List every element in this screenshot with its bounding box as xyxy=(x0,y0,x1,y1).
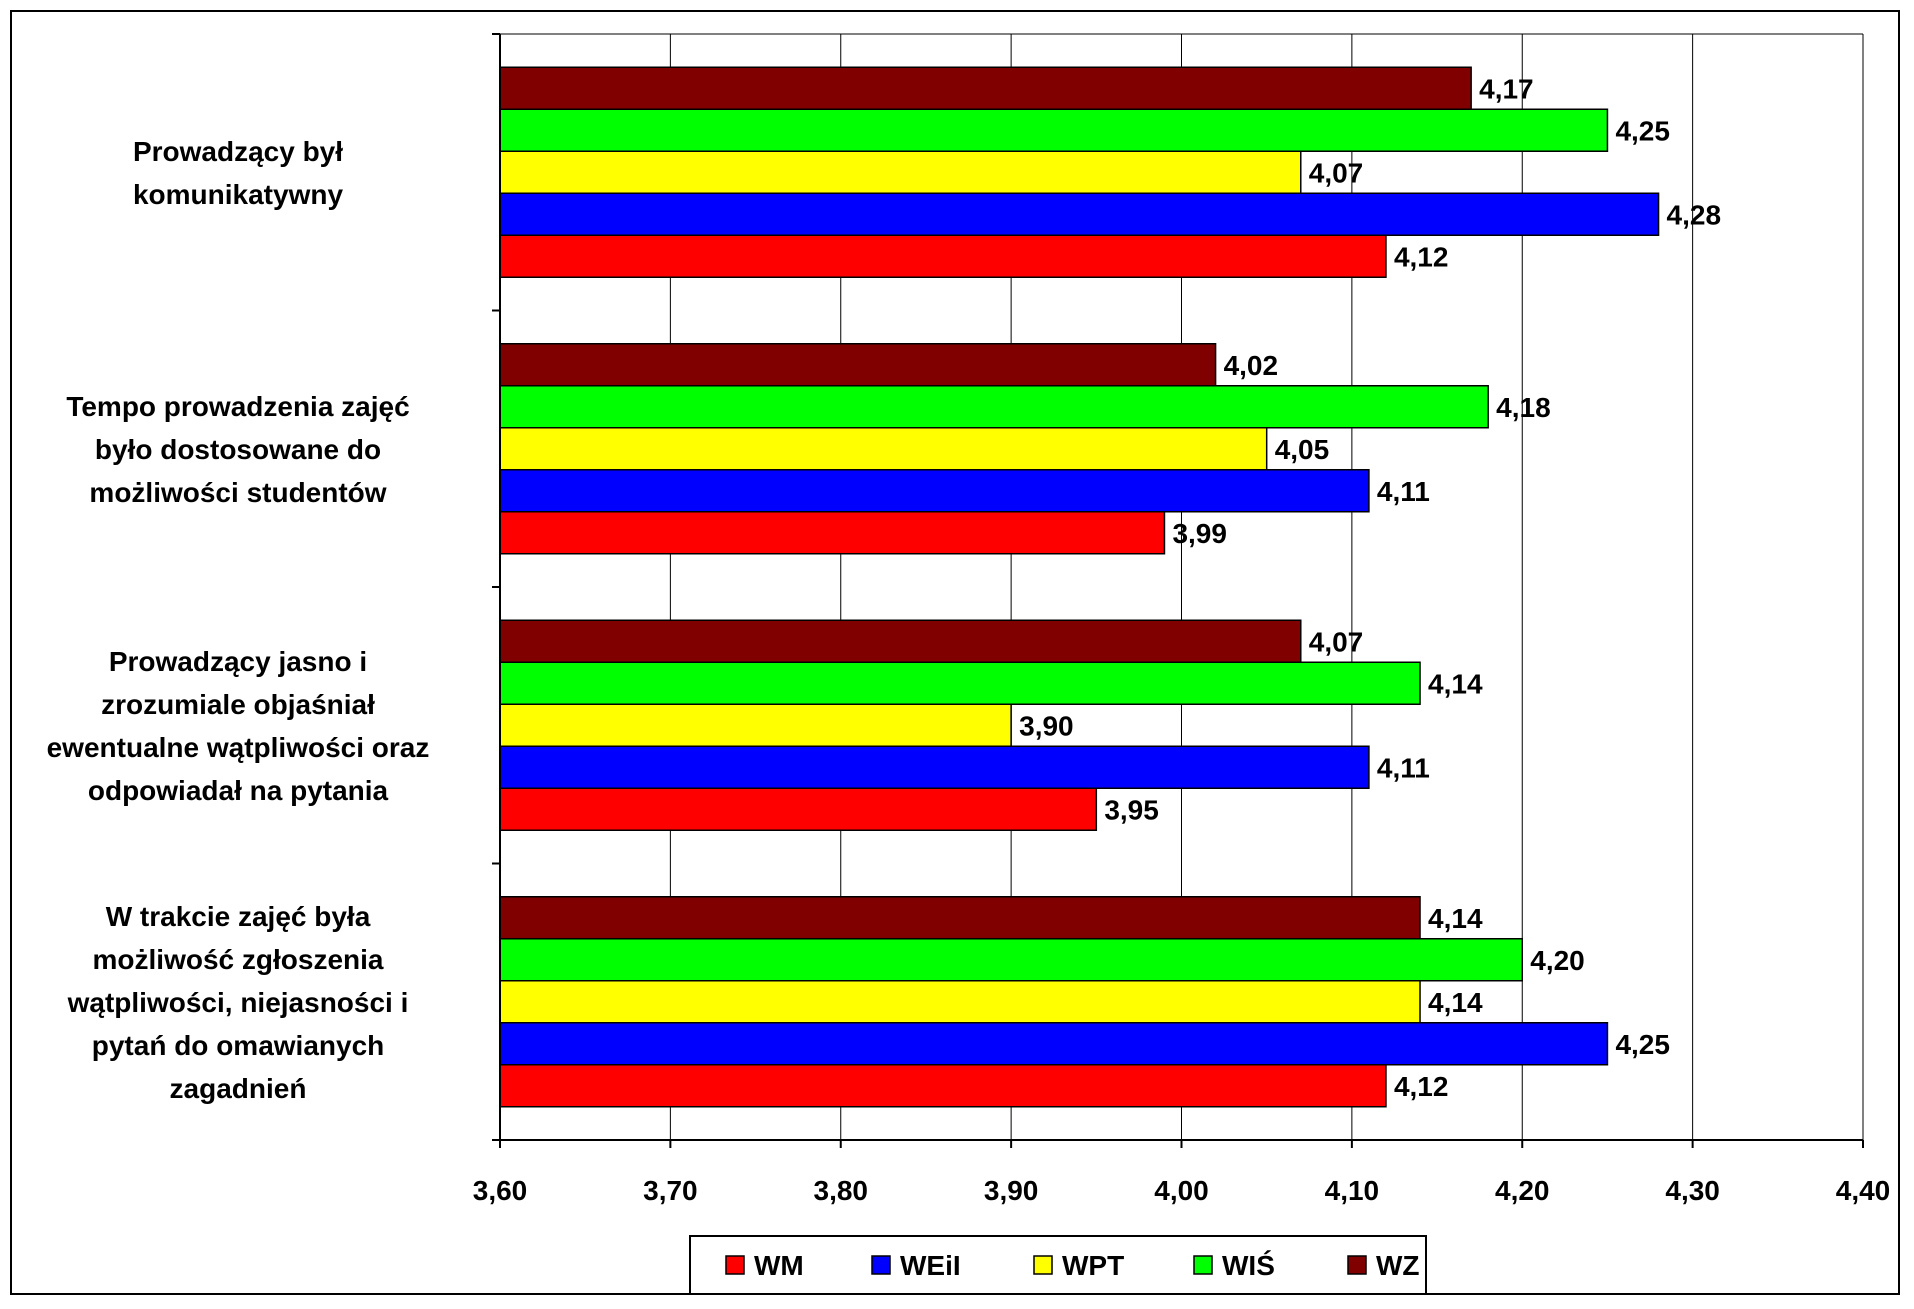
bar-wiś xyxy=(499,661,1421,705)
x-tick-label: 4,20 xyxy=(1495,1175,1550,1206)
x-tick-label: 3,70 xyxy=(643,1175,698,1206)
bar-wiś xyxy=(499,108,1609,152)
legend-swatch-weii xyxy=(871,1255,891,1275)
data-label: 4,14 xyxy=(1428,668,1483,699)
legend-swatch-wiś xyxy=(1193,1255,1213,1275)
data-label: 4,14 xyxy=(1428,903,1483,934)
data-label: 4,07 xyxy=(1309,157,1364,188)
bar-wz xyxy=(499,896,1421,940)
category-label: W trakcie zajęć była xyxy=(106,901,371,932)
bar-wpt xyxy=(499,150,1302,194)
bar-weii xyxy=(499,469,1370,513)
bar-wpt xyxy=(499,980,1421,1024)
legend-label: WEiI xyxy=(900,1250,961,1281)
bar-wm xyxy=(499,234,1387,278)
bar-wz xyxy=(499,66,1472,110)
bar-wm xyxy=(499,787,1098,831)
data-label: 4,20 xyxy=(1530,945,1585,976)
legend-swatch-wz xyxy=(1347,1255,1367,1275)
data-label: 4,12 xyxy=(1394,1071,1449,1102)
legend-box xyxy=(689,1235,1427,1295)
data-label: 4,18 xyxy=(1496,392,1551,423)
bar-wm xyxy=(499,1064,1387,1108)
data-label: 4,12 xyxy=(1394,241,1449,272)
x-tick-label: 4,30 xyxy=(1665,1175,1720,1206)
bar-wz xyxy=(499,619,1302,663)
data-label: 4,28 xyxy=(1667,199,1722,230)
category-label: możliwość zgłoszenia xyxy=(93,944,384,975)
data-label: 4,07 xyxy=(1309,626,1364,657)
data-label: 4,11 xyxy=(1377,752,1430,783)
legend-label: WPT xyxy=(1062,1250,1124,1281)
data-label: 3,95 xyxy=(1104,794,1159,825)
data-label: 3,99 xyxy=(1172,518,1227,549)
category-label: było dostosowane do xyxy=(95,434,381,465)
category-label: Prowadzący był xyxy=(133,136,343,167)
category-label: komunikatywny xyxy=(133,179,343,210)
legend-swatch-wpt xyxy=(1033,1255,1053,1275)
category-label: zagadnień xyxy=(170,1073,307,1104)
data-label: 4,02 xyxy=(1224,350,1279,381)
bar-weii xyxy=(499,192,1660,236)
category-label: możliwości studentów xyxy=(89,477,386,508)
data-label: 4,05 xyxy=(1275,434,1330,465)
data-label: 3,90 xyxy=(1019,710,1074,741)
category-label: pytań do omawianych xyxy=(92,1030,385,1061)
x-tick-label: 3,80 xyxy=(814,1175,869,1206)
category-label: ewentualne wątpliwości oraz xyxy=(47,732,430,763)
category-label: zrozumiale objaśniał xyxy=(101,689,375,720)
bar-wpt xyxy=(499,427,1268,471)
x-tick-label: 3,60 xyxy=(473,1175,528,1206)
data-label: 4,25 xyxy=(1615,1029,1670,1060)
data-label: 4,17 xyxy=(1479,73,1534,104)
bar-wm xyxy=(499,511,1166,555)
data-label: 4,14 xyxy=(1428,987,1483,1018)
bar-wiś xyxy=(499,385,1489,429)
data-label: 4,25 xyxy=(1615,115,1670,146)
category-label: odpowiadał na pytania xyxy=(88,775,389,806)
legend-label: WM xyxy=(754,1250,804,1281)
legend-label: WZ xyxy=(1376,1250,1420,1281)
data-label: 4,11 xyxy=(1377,476,1430,507)
x-tick-label: 3,90 xyxy=(984,1175,1039,1206)
legend-swatch-wm xyxy=(725,1255,745,1275)
bar-wpt xyxy=(499,703,1012,747)
x-tick-label: 4,10 xyxy=(1325,1175,1380,1206)
legend-label: WIŚ xyxy=(1222,1250,1275,1281)
category-label: wątpliwości, niejasności i xyxy=(67,987,409,1018)
category-label: Prowadzący jasno i xyxy=(109,646,367,677)
bar-weii xyxy=(499,1022,1609,1066)
x-tick-label: 4,00 xyxy=(1154,1175,1209,1206)
x-tick-label: 4,40 xyxy=(1836,1175,1891,1206)
bar-wz xyxy=(499,343,1217,387)
bar-weii xyxy=(499,745,1370,789)
category-label: Tempo prowadzenia zajęć xyxy=(66,391,409,422)
bar-wiś xyxy=(499,938,1523,982)
